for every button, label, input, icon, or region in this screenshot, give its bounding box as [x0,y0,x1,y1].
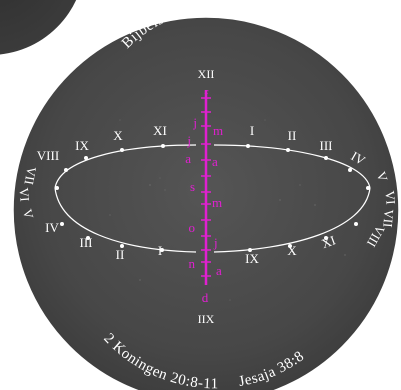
right-hour-9: IX [245,251,259,266]
left-hour-10: X [113,128,123,143]
month-scale [201,90,211,285]
left-hour-8: VIII [37,148,59,163]
left-hour-9: IX [75,138,89,153]
dial-texture [109,119,346,301]
corner-disc [0,0,77,55]
hour-ring-upper-right [213,144,371,189]
month-left-6: n [189,256,196,271]
gnomon-bottom-label: d [202,290,209,305]
left-hour-4: IV [45,220,59,235]
left-hour-7: VII [21,166,39,186]
month-left-3: a [185,151,191,166]
hour-dots [55,144,370,252]
left-hour-11: XI [153,123,167,138]
left-hour-5: V [20,207,37,221]
bottom-hour-label: IIX [198,312,215,326]
right-hour-7: VII [380,209,397,228]
right-hour-11: XI [319,232,337,251]
month-right-2: m [213,123,223,138]
left-hour-1: I [158,243,162,258]
month-right-6: a [216,263,222,278]
hour-ring-lower-left [54,187,197,253]
right-hour-3: III [320,138,333,153]
month-left-1: j [192,115,197,130]
right-hour-2: II [288,128,297,143]
left-hour-2: II [116,247,125,262]
month-left-2: j [186,133,191,148]
month-right-5: j [213,235,218,250]
right-hour-10: X [287,243,297,258]
month-left-4: s [190,179,195,194]
right-hour-1: I [250,123,254,138]
month-right-3: a [212,154,218,169]
left-hour-6: VI [16,187,32,202]
right-hour-6: VI [382,190,398,205]
left-hour-3: III [80,235,93,250]
hour-ring-upper-left [54,144,197,189]
hour-ring-lower-right [213,187,371,253]
dial-edge [12,16,400,390]
month-left-5: o [189,220,196,235]
month-right-4: m [212,195,222,210]
top-hour-label: XII [198,67,215,81]
month-right-1: f [204,87,209,102]
